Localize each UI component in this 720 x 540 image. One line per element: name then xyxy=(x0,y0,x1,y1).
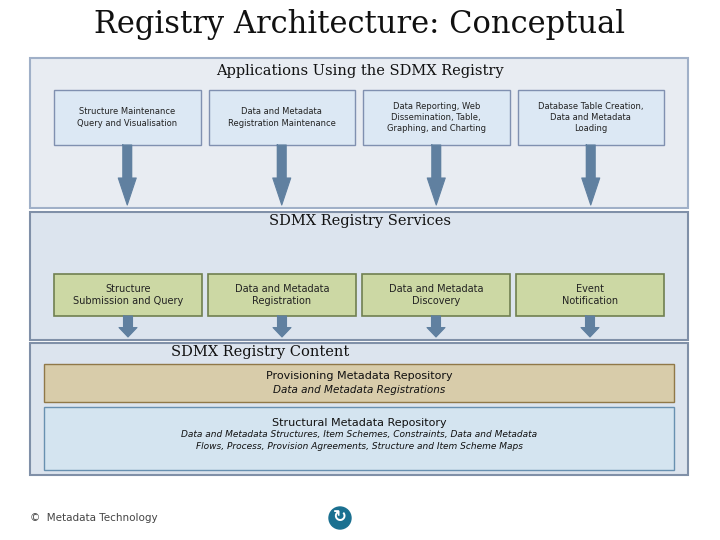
Text: Data Reporting, Web
Dissemination, Table,
Graphing, and Charting: Data Reporting, Web Dissemination, Table… xyxy=(387,102,486,133)
Text: SDMX Registry Content: SDMX Registry Content xyxy=(171,345,349,359)
Text: Structure Maintenance
Query and Visualisation: Structure Maintenance Query and Visualis… xyxy=(77,107,177,127)
FancyBboxPatch shape xyxy=(209,90,355,145)
FancyBboxPatch shape xyxy=(54,274,202,316)
Polygon shape xyxy=(582,178,600,205)
Polygon shape xyxy=(581,328,599,337)
Text: Data and Metadata Structures, Item Schemes, Constraints, Data and Metadata
Flows: Data and Metadata Structures, Item Schem… xyxy=(181,430,537,451)
Text: ↻: ↻ xyxy=(333,508,347,526)
FancyBboxPatch shape xyxy=(30,212,688,340)
FancyBboxPatch shape xyxy=(431,316,441,328)
Text: Provisioning Metadata Repository: Provisioning Metadata Repository xyxy=(266,371,452,381)
FancyBboxPatch shape xyxy=(44,407,674,470)
Text: Structure
Submission and Query: Structure Submission and Query xyxy=(73,284,183,306)
FancyBboxPatch shape xyxy=(44,364,674,402)
FancyBboxPatch shape xyxy=(585,316,595,328)
FancyBboxPatch shape xyxy=(124,316,132,328)
FancyBboxPatch shape xyxy=(208,274,356,316)
FancyBboxPatch shape xyxy=(432,145,441,178)
Text: Database Table Creation,
Data and Metadata
Loading: Database Table Creation, Data and Metada… xyxy=(538,102,644,133)
FancyBboxPatch shape xyxy=(54,90,200,145)
FancyBboxPatch shape xyxy=(516,274,664,316)
Polygon shape xyxy=(427,328,445,337)
Polygon shape xyxy=(273,178,291,205)
Circle shape xyxy=(329,507,351,529)
Text: SDMX Registry Services: SDMX Registry Services xyxy=(269,214,451,228)
Text: Applications Using the SDMX Registry: Applications Using the SDMX Registry xyxy=(216,64,504,78)
Text: Event
Notification: Event Notification xyxy=(562,284,618,306)
Text: Data and Metadata Registrations: Data and Metadata Registrations xyxy=(273,385,445,395)
Polygon shape xyxy=(118,178,136,205)
FancyBboxPatch shape xyxy=(518,90,664,145)
FancyBboxPatch shape xyxy=(277,145,287,178)
Text: Data and Metadata
Registration Maintenance: Data and Metadata Registration Maintenan… xyxy=(228,107,336,127)
Text: Data and Metadata
Discovery: Data and Metadata Discovery xyxy=(389,284,483,306)
FancyBboxPatch shape xyxy=(277,316,287,328)
Polygon shape xyxy=(119,328,137,337)
Polygon shape xyxy=(273,328,291,337)
Polygon shape xyxy=(427,178,445,205)
FancyBboxPatch shape xyxy=(30,58,688,208)
Text: ©  Metadata Technology: © Metadata Technology xyxy=(30,513,158,523)
FancyBboxPatch shape xyxy=(362,274,510,316)
Text: Structural Metadata Repository: Structural Metadata Repository xyxy=(271,417,446,428)
FancyBboxPatch shape xyxy=(122,145,132,178)
Text: Registry Architecture: Conceptual: Registry Architecture: Conceptual xyxy=(94,10,626,40)
FancyBboxPatch shape xyxy=(363,90,510,145)
FancyBboxPatch shape xyxy=(586,145,595,178)
FancyBboxPatch shape xyxy=(30,343,688,475)
Text: Data and Metadata
Registration: Data and Metadata Registration xyxy=(235,284,329,306)
